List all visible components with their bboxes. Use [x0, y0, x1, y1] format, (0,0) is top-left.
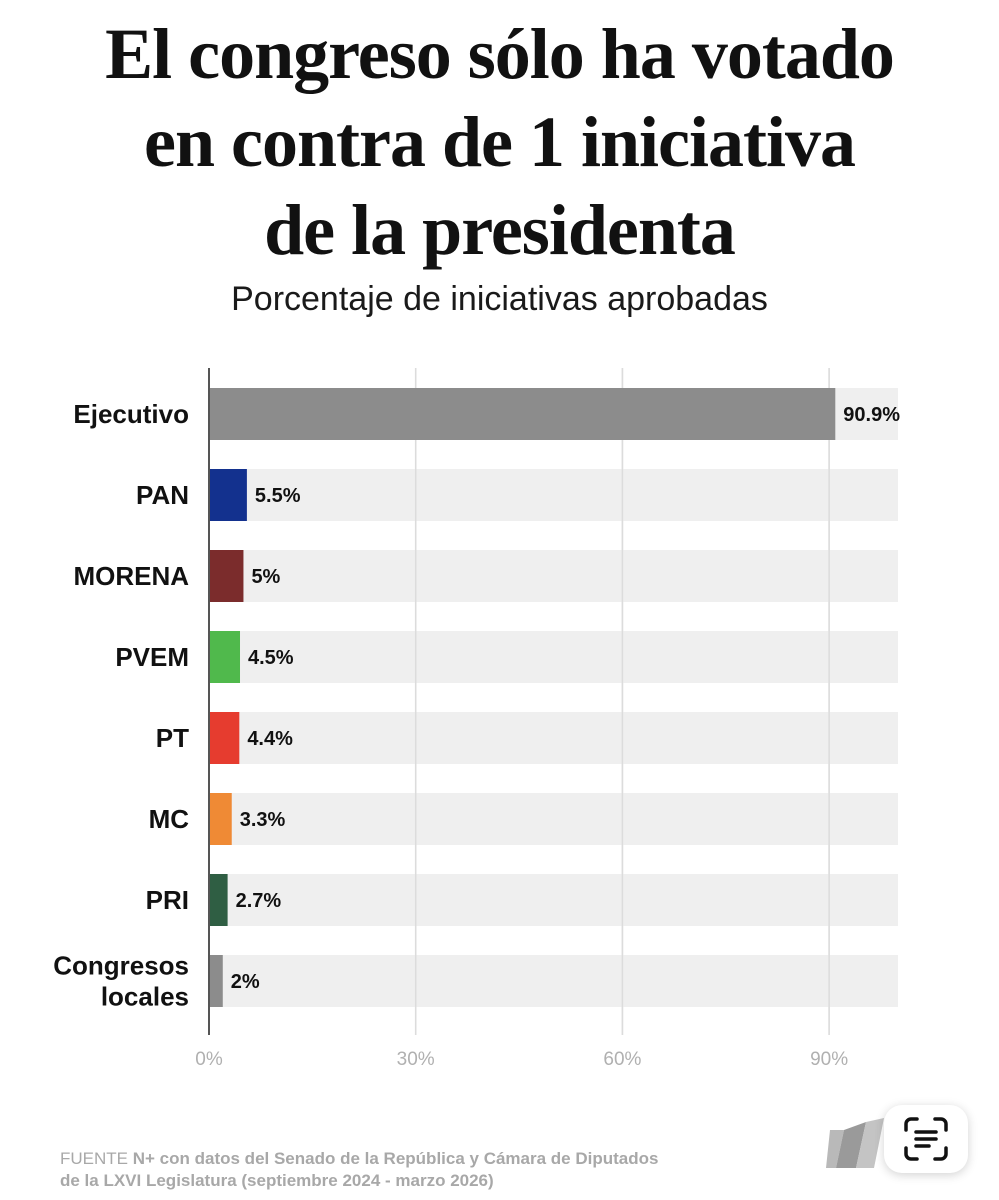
source-brand: N+ — [132, 1149, 155, 1168]
bar-track-6 — [209, 874, 898, 926]
category-label-0: Ejecutivo — [73, 399, 189, 429]
category-label-4: PT — [156, 723, 189, 753]
chart-subtitle: Porcentaje de iniciativas aprobadas — [231, 280, 768, 318]
title-line-2: en contra de 1 iniciativa — [144, 102, 856, 182]
category-label-5: MC — [149, 804, 190, 834]
value-label-5: 3.3% — [240, 809, 286, 831]
bar-track-1 — [209, 469, 898, 521]
nplus-logo-icon — [826, 1118, 884, 1168]
value-label-1: 5.5% — [255, 485, 301, 507]
bar-1 — [209, 469, 247, 521]
source-label: FUENTE — [60, 1149, 128, 1168]
x-tick-label-90: 90% — [810, 1049, 848, 1070]
bar-track-5 — [209, 793, 898, 845]
chart-title: El congreso sólo ha votado en contra de … — [0, 10, 999, 274]
category-label-7-0: Congresos — [53, 951, 189, 981]
bar-0 — [209, 388, 836, 440]
value-label-0: 90.9% — [843, 404, 900, 426]
text-scan-icon — [904, 1117, 948, 1161]
category-label-1: PAN — [136, 480, 189, 510]
text-scan-button[interactable] — [884, 1105, 968, 1173]
value-label-2: 5% — [251, 566, 280, 588]
bar-track-3 — [209, 631, 898, 683]
source-note: FUENTE N+ con datos del Senado de la Rep… — [60, 1148, 658, 1192]
value-label-7: 2% — [231, 971, 260, 993]
source-text-1: con datos del Senado de la República y C… — [154, 1149, 659, 1168]
bar-track-4 — [209, 712, 898, 764]
bar-5 — [209, 793, 232, 845]
value-label-3: 4.5% — [248, 647, 294, 669]
category-label-2: MORENA — [73, 561, 189, 591]
x-tick-label-30: 30% — [397, 1049, 435, 1070]
bar-track-2 — [209, 550, 898, 602]
source-line-1: FUENTE N+ con datos del Senado de la Rep… — [60, 1148, 658, 1170]
bar-track-7 — [209, 955, 898, 1007]
value-label-6: 2.7% — [236, 890, 282, 912]
bar-3 — [209, 631, 241, 683]
bar-6 — [209, 874, 228, 926]
category-label-7-1: locales — [101, 982, 189, 1012]
bar-7 — [209, 955, 223, 1007]
source-line-2: de la LXVI Legislatura (septiembre 2024 … — [60, 1170, 658, 1192]
title-line-1: El congreso sólo ha votado — [105, 14, 895, 94]
source-text-2: de la LXVI Legislatura (septiembre 2024 … — [60, 1171, 494, 1190]
bar-chart: 90.9% Ejecutivo 5.5% PAN 5% MORENA 4.5% PVEM 4.4… — [53, 368, 900, 1070]
category-label-6: PRI — [146, 885, 189, 915]
value-label-4: 4.4% — [247, 728, 293, 750]
x-tick-label-0: 0% — [195, 1049, 223, 1070]
bar-2 — [209, 550, 244, 602]
bar-4 — [209, 712, 240, 764]
category-label-3: PVEM — [115, 642, 189, 672]
x-tick-label-60: 60% — [603, 1049, 641, 1070]
title-line-3: de la presidenta — [264, 190, 736, 270]
